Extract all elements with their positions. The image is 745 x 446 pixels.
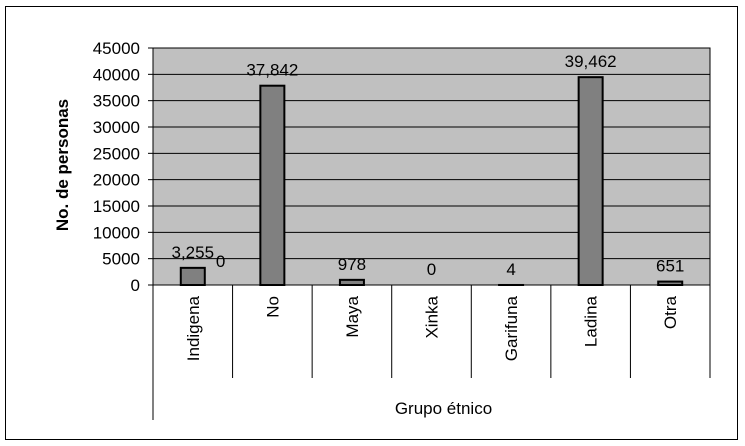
y-tick-label: 5000 bbox=[102, 250, 140, 269]
data-label-garifuna: 4 bbox=[506, 260, 515, 279]
data-label-ladina: 39,462 bbox=[565, 52, 617, 71]
y-tick-label: 15000 bbox=[93, 197, 140, 216]
bar-no bbox=[260, 86, 284, 285]
bar-ladina bbox=[579, 77, 603, 285]
y-tick-label: 45000 bbox=[93, 39, 140, 58]
y-tick-label: 30000 bbox=[93, 118, 140, 137]
y-tick-label: 25000 bbox=[93, 144, 140, 163]
data-label-extra: 0 bbox=[216, 252, 225, 271]
x-category-label: Garifuna bbox=[502, 295, 521, 361]
bar-indigena bbox=[181, 268, 205, 285]
x-axis-label: Grupo étnico bbox=[395, 399, 492, 418]
y-tick-label: 10000 bbox=[93, 223, 140, 242]
bar-maya bbox=[340, 280, 364, 285]
x-category-label: Maya bbox=[343, 295, 362, 337]
y-tick-label: 35000 bbox=[93, 92, 140, 111]
x-category-label: Otra bbox=[661, 295, 680, 329]
y-tick-label: 0 bbox=[131, 276, 140, 295]
x-category-label: No bbox=[263, 296, 282, 318]
bar-otra bbox=[658, 282, 682, 285]
plot-area bbox=[153, 48, 710, 285]
data-label-indigena: 3,255 bbox=[172, 243, 215, 262]
data-label-otra: 651 bbox=[656, 257, 684, 276]
data-label-maya: 978 bbox=[338, 255, 366, 274]
y-axis-label: No. de personas bbox=[53, 99, 72, 231]
x-category-label: Ladina bbox=[582, 295, 601, 347]
x-category-label: Indigena bbox=[184, 295, 203, 361]
y-tick-label: 20000 bbox=[93, 171, 140, 190]
data-label-xinka: 0 bbox=[427, 260, 436, 279]
x-category-label: Xinka bbox=[423, 295, 442, 338]
data-label-no: 37,842 bbox=[246, 61, 298, 80]
y-tick-label: 40000 bbox=[93, 65, 140, 84]
